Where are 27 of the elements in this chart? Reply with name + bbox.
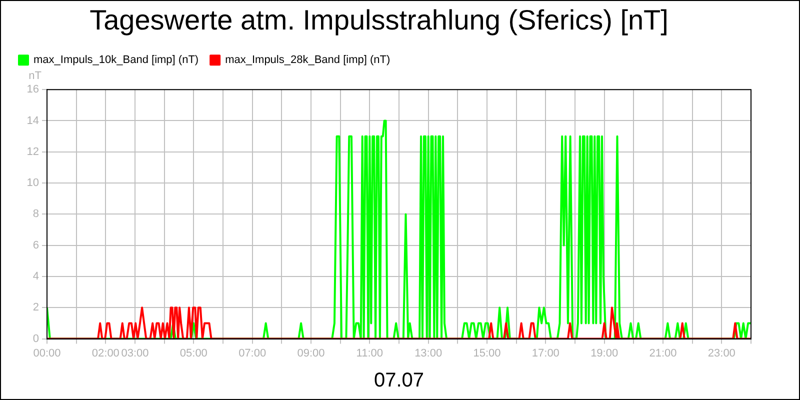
x-tick-label: 19:00 — [590, 347, 618, 360]
x-tick-label: 09:00 — [297, 347, 325, 360]
y-tick-label: 6 — [32, 239, 39, 252]
x-axis-title: 07.07 — [374, 370, 424, 392]
legend-label: max_Impuls_28k_Band [imp] (nT) — [225, 54, 390, 66]
y-tick-label: 14 — [26, 114, 39, 127]
x-tick-label: 17:00 — [532, 347, 560, 360]
y-tick-label: 8 — [32, 208, 39, 220]
x-tick-label: 23:00 — [708, 347, 736, 360]
y-axis-title: nT — [28, 70, 42, 82]
x-tick-label: 03:00 — [121, 347, 149, 360]
x-tick-label: 05:00 — [180, 347, 208, 360]
y-tick-label: 4 — [32, 270, 39, 283]
x-tick-label: 11:00 — [356, 347, 384, 360]
y-tick-label: 16 — [26, 84, 39, 96]
x-tick-label: 00:00 — [33, 347, 61, 360]
x-tick-label: 15:00 — [473, 347, 501, 360]
x-tick-label: 21:00 — [649, 347, 677, 360]
chart-title: Tageswerte atm. Impulsstrahlung (Sferics) [nT] — [90, 4, 668, 36]
x-tick-label: 07:00 — [238, 347, 266, 360]
x-tick-label: 02:00 — [92, 347, 120, 360]
y-tick-label: 10 — [26, 177, 39, 190]
legend-label: max_Impuls_10k_Band [imp] (nT) — [34, 54, 199, 66]
x-tick-label: 13:00 — [414, 347, 442, 360]
y-tick-label: 0 — [32, 332, 39, 345]
y-tick-label: 2 — [32, 302, 39, 314]
y-tick-label: 12 — [26, 146, 39, 158]
